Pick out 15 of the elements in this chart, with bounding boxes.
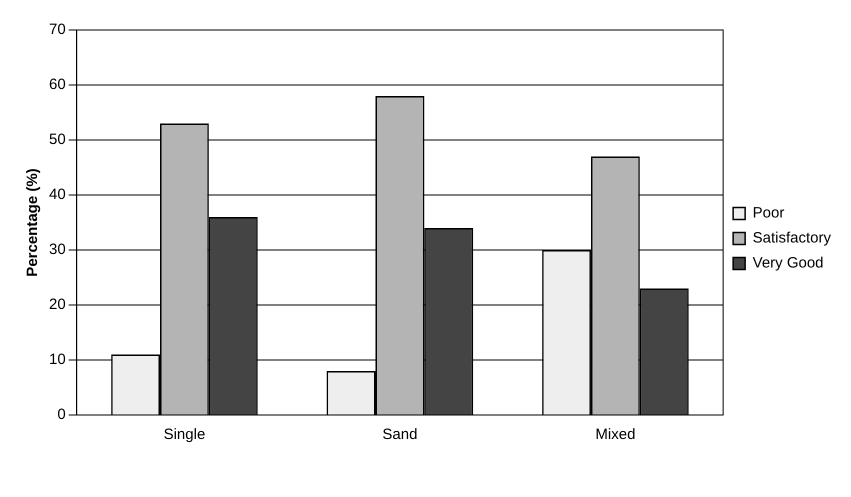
y-tick-label: 10: [48, 351, 66, 368]
x-tick-label: Sand: [382, 426, 418, 444]
y-tick-label: 50: [48, 131, 66, 148]
legend-label: Very Good: [752, 254, 824, 272]
legend-label: Satisfactory: [752, 230, 832, 247]
x-tick-label: Mixed: [595, 426, 636, 444]
y-tick-label: 30: [48, 241, 66, 258]
y-tick-label: 60: [48, 76, 66, 94]
x-tick-label: Single: [164, 426, 206, 444]
y-axis-title: Percentage (%): [24, 168, 42, 277]
legend-label: Poor: [752, 204, 784, 222]
y-tick-label: 40: [48, 186, 66, 204]
y-tick-label: 0: [57, 406, 66, 424]
y-tick-label: 20: [48, 296, 66, 314]
y-tick-label: 70: [48, 21, 66, 38]
